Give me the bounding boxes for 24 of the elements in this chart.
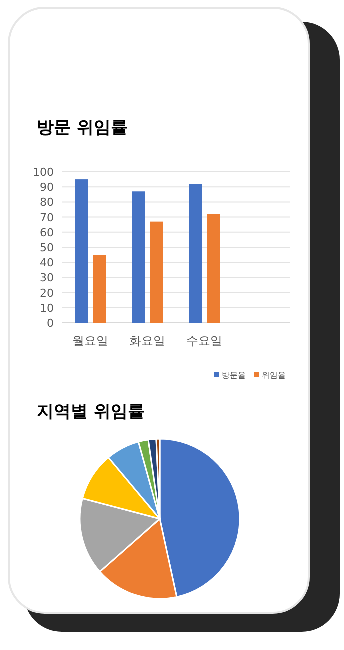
bar [75,180,88,323]
x-tick-label: 월요일 [72,334,108,348]
y-tick-label: 40 [40,256,54,270]
bar [150,222,163,323]
y-tick-label: 90 [40,181,54,194]
bar [93,255,106,323]
y-tick-label: 60 [40,226,54,240]
y-tick-label: 10 [40,302,54,315]
y-tick-label: 0 [47,317,54,330]
y-tick-label: 20 [40,286,54,300]
bar [132,192,145,323]
chart-title: 지역별 위임률 [37,402,145,422]
y-tick-label: 70 [40,211,54,224]
y-tick-label: 30 [40,272,54,285]
y-tick-label: 50 [40,242,54,254]
bar [207,214,220,323]
legend-label: 위임율 [262,371,286,380]
x-tick-label: 화요일 [130,334,166,348]
x-tick-label: 수요일 [186,334,222,348]
chart-title: 방문 위임률 [37,118,128,138]
bar [189,184,202,323]
legend-label: 방문율 [222,371,246,380]
y-tick-label: 80 [40,196,54,210]
y-tick-label: 100 [33,166,54,179]
